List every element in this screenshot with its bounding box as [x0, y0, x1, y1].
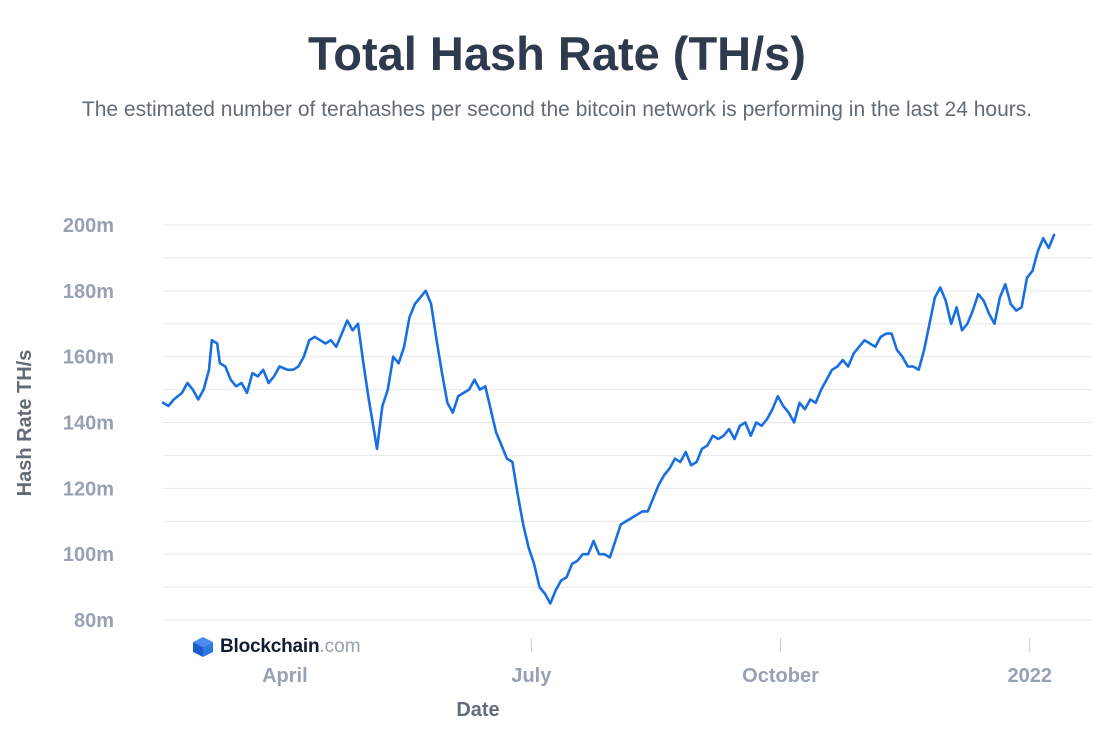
y-tick-label: 160m: [63, 347, 114, 369]
x-axis-title: Date: [456, 699, 499, 721]
x-tick-label: July: [511, 665, 552, 687]
y-tick-label: 120m: [63, 478, 114, 500]
x-tick-label: 2022: [1007, 665, 1052, 687]
chart-subtitle: The estimated number of terahashes per s…: [81, 98, 1033, 121]
y-axis-title: Hash Rate TH/s: [14, 350, 36, 497]
blockchain-logo-icon: [193, 637, 213, 657]
brand-name: Blockchain: [220, 636, 320, 657]
x-tick-label: October: [742, 665, 819, 687]
y-tick-label: 140m: [63, 413, 114, 435]
hash-rate-line: [161, 233, 1056, 605]
blockchain-brand: Blockchain .com: [192, 636, 361, 658]
chart-title: Total Hash Rate (TH/s): [308, 27, 806, 80]
x-tick-label: April: [262, 665, 308, 687]
y-tick-label: 180m: [63, 281, 114, 303]
y-tick-label: 100m: [63, 544, 114, 566]
brand-domain: .com: [319, 636, 361, 657]
y-tick-label: 80m: [74, 610, 114, 632]
y-tick-label: 200m: [63, 215, 114, 237]
